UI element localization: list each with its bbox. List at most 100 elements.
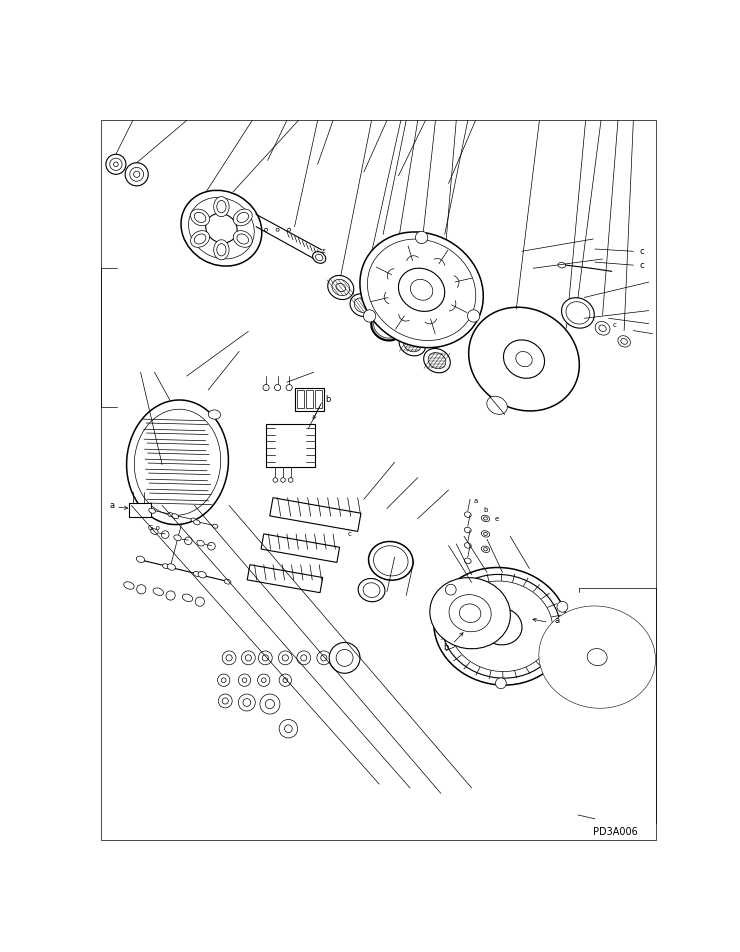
Ellipse shape <box>545 611 649 703</box>
Circle shape <box>114 162 118 167</box>
Ellipse shape <box>551 617 643 698</box>
Ellipse shape <box>206 213 237 243</box>
Ellipse shape <box>434 567 568 685</box>
Circle shape <box>289 478 293 483</box>
Circle shape <box>363 309 376 322</box>
Circle shape <box>273 478 278 483</box>
Ellipse shape <box>411 279 433 300</box>
Ellipse shape <box>482 515 490 522</box>
Text: b: b <box>443 643 448 651</box>
Text: a: a <box>474 498 477 504</box>
Ellipse shape <box>449 595 491 632</box>
Ellipse shape <box>465 512 471 518</box>
Ellipse shape <box>403 336 421 352</box>
Ellipse shape <box>237 212 249 223</box>
Ellipse shape <box>217 244 226 256</box>
Ellipse shape <box>552 619 642 696</box>
Ellipse shape <box>588 648 607 665</box>
Ellipse shape <box>153 588 164 595</box>
Ellipse shape <box>191 230 209 248</box>
Ellipse shape <box>369 542 413 580</box>
Circle shape <box>278 651 292 664</box>
Ellipse shape <box>430 578 511 648</box>
Ellipse shape <box>224 579 231 585</box>
Ellipse shape <box>460 604 481 623</box>
Ellipse shape <box>484 517 488 520</box>
Ellipse shape <box>424 348 451 373</box>
Circle shape <box>130 168 144 181</box>
Ellipse shape <box>191 518 196 522</box>
Circle shape <box>276 228 279 231</box>
Ellipse shape <box>484 547 488 551</box>
Ellipse shape <box>468 307 579 411</box>
Ellipse shape <box>360 232 483 347</box>
Ellipse shape <box>371 311 403 341</box>
Ellipse shape <box>484 532 488 535</box>
Ellipse shape <box>136 556 144 563</box>
Circle shape <box>557 602 568 612</box>
Ellipse shape <box>595 322 610 335</box>
Ellipse shape <box>428 352 446 368</box>
Circle shape <box>266 700 275 708</box>
Circle shape <box>286 385 292 390</box>
Ellipse shape <box>163 564 169 568</box>
Ellipse shape <box>482 530 490 537</box>
Ellipse shape <box>198 571 206 578</box>
Circle shape <box>258 651 272 664</box>
Circle shape <box>222 651 236 664</box>
Circle shape <box>218 674 230 686</box>
Ellipse shape <box>358 579 385 602</box>
Ellipse shape <box>599 325 606 331</box>
Text: b: b <box>326 395 331 404</box>
Circle shape <box>184 537 192 545</box>
Text: PD3A006: PD3A006 <box>593 827 638 837</box>
Circle shape <box>238 674 251 686</box>
Circle shape <box>221 678 226 683</box>
Ellipse shape <box>233 209 252 226</box>
Ellipse shape <box>565 629 628 684</box>
Circle shape <box>218 694 232 708</box>
Ellipse shape <box>567 630 628 684</box>
Bar <box>315 390 323 408</box>
Circle shape <box>226 655 232 661</box>
Ellipse shape <box>573 636 622 679</box>
Circle shape <box>283 678 288 683</box>
Circle shape <box>166 591 175 600</box>
Circle shape <box>336 649 353 666</box>
Ellipse shape <box>172 514 178 519</box>
Circle shape <box>207 543 215 550</box>
Circle shape <box>280 478 286 483</box>
Ellipse shape <box>332 279 349 296</box>
Circle shape <box>320 655 327 661</box>
Ellipse shape <box>559 624 636 691</box>
Circle shape <box>262 655 269 661</box>
Ellipse shape <box>217 201 226 213</box>
Text: a: a <box>110 501 115 510</box>
Circle shape <box>288 228 291 231</box>
Ellipse shape <box>566 302 590 324</box>
Ellipse shape <box>618 336 630 347</box>
Circle shape <box>279 720 297 738</box>
Ellipse shape <box>449 581 553 671</box>
Ellipse shape <box>559 624 636 691</box>
Circle shape <box>317 651 331 664</box>
Text: a: a <box>555 616 560 625</box>
Ellipse shape <box>168 512 173 517</box>
Ellipse shape <box>181 190 262 267</box>
Text: c: c <box>348 531 352 537</box>
Ellipse shape <box>194 234 206 244</box>
Ellipse shape <box>398 268 445 311</box>
Ellipse shape <box>193 571 200 576</box>
Ellipse shape <box>354 298 371 312</box>
Text: b: b <box>483 507 488 513</box>
Ellipse shape <box>127 400 229 525</box>
Ellipse shape <box>336 284 346 291</box>
Ellipse shape <box>237 234 249 244</box>
Ellipse shape <box>503 340 545 378</box>
Ellipse shape <box>465 558 471 564</box>
Ellipse shape <box>465 527 471 533</box>
Circle shape <box>468 309 480 322</box>
Ellipse shape <box>174 535 181 541</box>
Ellipse shape <box>191 209 209 226</box>
Ellipse shape <box>312 251 326 264</box>
